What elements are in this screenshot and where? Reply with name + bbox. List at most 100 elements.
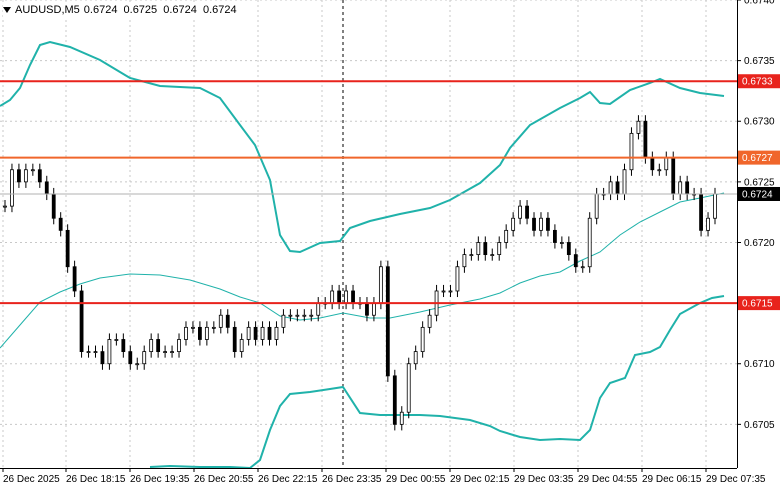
candle-body [309,314,314,317]
candle-body [448,290,453,293]
symbol-header: AUDUSD,M5 0.6724 0.6725 0.6724 0.6724 [3,2,244,18]
candle-body [100,351,105,365]
time-tick-label: 29 Dec 03:35 [514,474,574,485]
candle-body [406,363,411,413]
candle-body [657,169,662,172]
candle-body [365,302,369,316]
ohlc-values: 0.6724 0.6725 0.6724 0.6724 [84,4,240,16]
price-tick-label: 0.6705 [744,420,775,431]
candle-body [580,266,585,269]
candle-body [469,254,474,257]
candle-body [330,290,335,304]
candle-body [51,193,56,219]
candle-body [177,339,181,353]
candle-body [671,157,676,195]
candlestick-series [3,115,717,431]
level-price-tag [738,150,780,165]
candle-body [316,302,321,316]
candle-body [121,339,126,353]
level-price-tag [738,74,780,89]
candle-body [462,254,467,268]
candle-body [427,314,432,328]
candle-body [650,157,655,171]
candle-body [490,254,495,257]
candle-body [267,326,272,340]
candle-body [128,351,133,365]
candle-body [184,326,188,340]
candle-body [678,181,683,195]
candle-body [10,169,14,207]
candle-body [518,205,522,219]
candle-body [385,266,390,377]
open-value: 0.6724 [83,4,118,16]
time-tick-label: 29 Dec 04:55 [578,474,638,485]
time-tick-label: 26 Dec 23:35 [322,474,382,485]
candle-body [135,363,140,366]
candle-body [3,205,7,208]
middle-band-line [0,192,725,349]
candle-body [636,120,641,134]
candle-body [378,266,383,304]
candle-body [302,314,307,317]
candle-body [643,120,648,159]
close-value: 0.6724 [202,4,237,16]
high-value: 0.6725 [123,4,158,16]
candle-body [198,326,202,340]
candle-body [239,339,244,353]
candle-body [79,290,84,353]
candle-body [260,326,265,340]
candle-body [706,217,710,231]
upper-band-line [0,40,725,254]
candle-body [204,326,209,340]
candle-body [553,229,557,243]
candle-body [65,229,70,268]
candle-body [483,242,488,256]
candle-body [504,229,509,243]
candle-body [191,326,195,329]
candle-body [546,217,550,231]
level-price-label: 0.6733 [742,77,773,88]
candle-body [149,339,154,353]
candle-body [30,169,35,172]
candle-body [615,181,620,195]
collapse-triangle-icon[interactable] [3,7,11,13]
candle-body [392,375,397,425]
candle-body [594,193,599,219]
candle-body [344,290,348,304]
candle-body [58,217,63,231]
horizontal-levels: 0.6733 0.6727 0.6715 0.6724 [0,74,780,311]
candle-body [156,339,161,353]
candle-body [608,181,613,195]
time-tick-label: 29 Dec 07:35 [706,474,766,485]
candle-body [225,314,230,328]
candle-body [413,351,418,365]
candle-body [288,314,293,317]
candle-body [559,242,564,244]
candle-body [86,351,91,354]
candle-body [170,351,174,354]
bollinger-bands [0,40,725,470]
price-tick-label: 0.6720 [744,238,775,249]
candle-body [587,217,592,268]
price-tick-label: 0.6730 [744,117,775,128]
candle-body [17,169,21,183]
candle-body [664,157,669,171]
candle-body [713,193,717,219]
time-tick-label: 29 Dec 00:55 [386,474,446,485]
candle-body [525,205,529,219]
price-tick-label: 0.6725 [744,177,775,188]
level-price-label: 0.6715 [742,299,773,310]
candle-body [699,193,703,231]
level-price-tag [738,296,780,311]
level-price-label: 0.6727 [742,153,773,164]
candle-body [629,132,634,171]
candle-body [72,266,77,292]
candle-body [441,290,446,293]
candle-body [163,351,167,354]
candle-body [622,169,627,195]
candle-body [539,217,543,231]
candle-body [532,217,536,231]
time-tick-label: 26 Dec 22:15 [258,474,318,485]
candle-body [476,242,481,256]
